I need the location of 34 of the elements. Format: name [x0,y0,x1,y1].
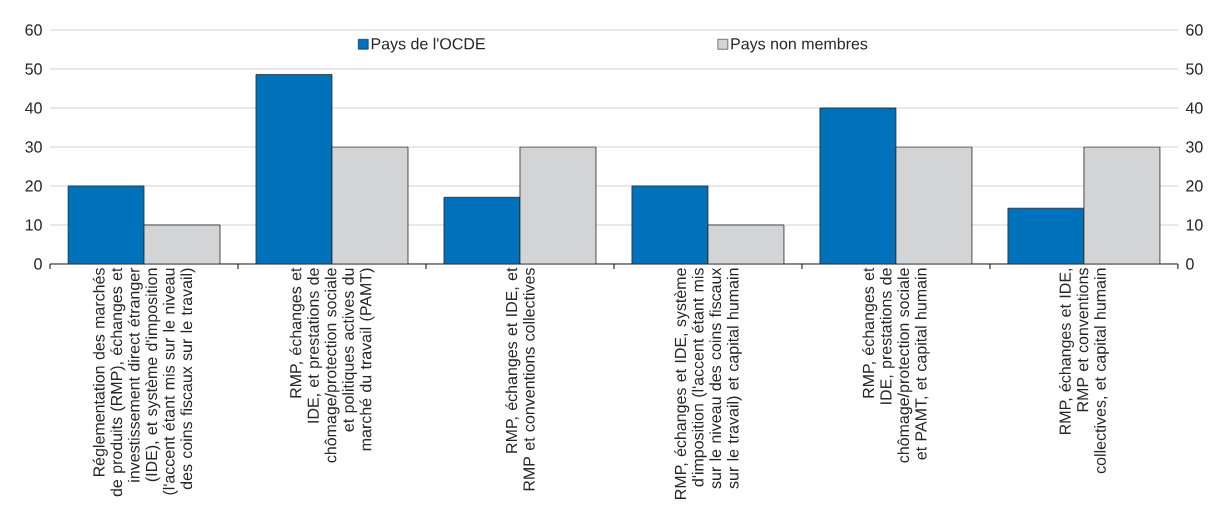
y2-tick-label: 60 [1186,24,1203,36]
x-tick-label: RMP, échanges et IDE, RMP et conventions collectives, et capital humain [1058,268,1109,474]
x-tick-label: RMP, échanges et IDE, et RMP et conventions collectives [505,267,535,491]
legend-label: Pays de l'OCDE [371,37,485,53]
y-tick-label: 40 [25,102,42,114]
y-tick-label: 50 [25,63,42,75]
y2-tick-label: 0 [1186,258,1194,270]
y2-tick-label: 20 [1186,180,1203,192]
bar [1007,207,1085,264]
y-tick-label: 60 [25,24,42,36]
y2-tick-label: 10 [1186,219,1203,231]
bar [255,74,332,264]
bar [895,146,972,264]
bar [707,225,784,264]
bar [331,146,408,264]
y-tick-label: 0 [34,258,42,270]
bar [631,186,708,264]
bar [68,186,144,264]
y-tick-label: 10 [25,219,42,231]
bar [443,197,520,264]
x-tick-label: RMP, échanges et IDE, et prestations de chômage/protection sociale et politiques actives du marché du travail (PAMT) [289,267,375,463]
x-tick-label: RMP, échanges et IDE, système d'imposition (l'accent étant mis sur le niveau des coins fiscaux sur le travail) et capital humain [674,267,742,499]
x-tick-label: RMP, échanges et IDE, prestations de chômage/protection sociale et PAMT, et capital humain [862,267,930,463]
y2-tick-label: 50 [1186,63,1203,75]
bar [519,146,596,264]
x-tick-label: Réglementation des marchés de produits (RMP), échanges et investissement direct étranger (IDE), et système d'imposition (l'accent étant mis sur le niveau des coins fiscaux sur le travail) [92,267,196,497]
bar [819,107,896,264]
bar [1083,146,1161,264]
legend-label: Pays non membres [731,37,868,53]
bar [144,225,221,264]
y2-tick-label: 30 [1186,141,1203,153]
y-tick-label: 30 [25,141,42,153]
y-tick-label: 20 [25,180,42,192]
y2-tick-label: 40 [1185,102,1203,114]
